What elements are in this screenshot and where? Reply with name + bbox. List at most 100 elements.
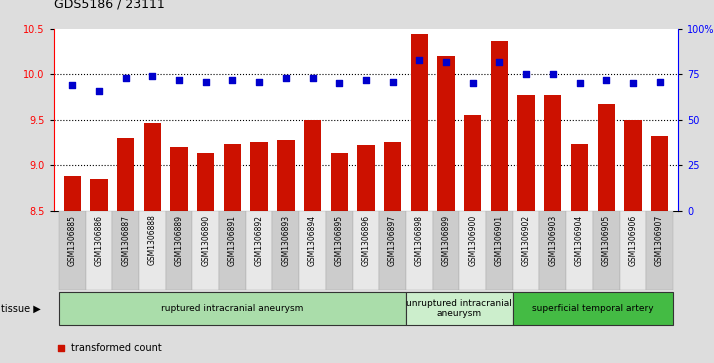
FancyBboxPatch shape: [486, 211, 513, 290]
Text: GSM1306896: GSM1306896: [361, 215, 371, 266]
Point: [361, 77, 372, 83]
Text: GSM1306906: GSM1306906: [628, 215, 638, 266]
Point: [146, 73, 158, 79]
FancyBboxPatch shape: [513, 211, 540, 290]
Text: GSM1306902: GSM1306902: [522, 215, 531, 266]
Bar: [518, 95, 535, 211]
Point: [280, 75, 291, 81]
Bar: [223, 144, 241, 211]
Bar: [331, 153, 348, 211]
Bar: [197, 153, 214, 211]
Bar: [64, 176, 81, 211]
FancyBboxPatch shape: [299, 211, 326, 290]
Point: [55, 345, 67, 351]
Text: tissue ▶: tissue ▶: [1, 303, 41, 314]
FancyBboxPatch shape: [86, 211, 112, 290]
FancyBboxPatch shape: [513, 292, 673, 325]
Text: GSM1306894: GSM1306894: [308, 215, 317, 266]
FancyBboxPatch shape: [192, 211, 219, 290]
Text: GSM1306889: GSM1306889: [174, 215, 183, 265]
Bar: [304, 120, 321, 211]
Bar: [651, 136, 668, 211]
Text: GSM1306893: GSM1306893: [281, 215, 291, 266]
FancyBboxPatch shape: [246, 211, 273, 290]
Text: GSM1306899: GSM1306899: [441, 215, 451, 266]
FancyBboxPatch shape: [593, 211, 620, 290]
Text: GSM1306892: GSM1306892: [255, 215, 263, 265]
Point: [253, 79, 265, 85]
Point: [307, 75, 318, 81]
Point: [547, 72, 558, 77]
FancyBboxPatch shape: [406, 292, 513, 325]
FancyBboxPatch shape: [273, 211, 299, 290]
Bar: [90, 179, 108, 211]
Point: [627, 81, 638, 86]
Text: GSM1306904: GSM1306904: [575, 215, 584, 266]
Text: GSM1306895: GSM1306895: [335, 215, 343, 266]
FancyBboxPatch shape: [433, 211, 459, 290]
Bar: [411, 34, 428, 211]
Bar: [570, 144, 588, 211]
Text: superficial temporal artery: superficial temporal artery: [532, 304, 654, 313]
Text: GSM1306905: GSM1306905: [602, 215, 610, 266]
Text: GSM1306885: GSM1306885: [68, 215, 76, 265]
Bar: [438, 56, 455, 211]
FancyBboxPatch shape: [353, 211, 379, 290]
Text: GSM1306898: GSM1306898: [415, 215, 424, 265]
Bar: [598, 104, 615, 211]
Bar: [171, 147, 188, 211]
FancyBboxPatch shape: [112, 211, 139, 290]
FancyBboxPatch shape: [540, 211, 566, 290]
Text: GSM1306900: GSM1306900: [468, 215, 477, 266]
Text: GSM1306888: GSM1306888: [148, 215, 157, 265]
FancyBboxPatch shape: [326, 211, 353, 290]
Bar: [144, 122, 161, 211]
Point: [574, 81, 585, 86]
FancyBboxPatch shape: [219, 211, 246, 290]
Text: ruptured intracranial aneurysm: ruptured intracranial aneurysm: [161, 304, 303, 313]
Bar: [464, 115, 481, 211]
FancyBboxPatch shape: [566, 211, 593, 290]
Bar: [491, 41, 508, 211]
Point: [66, 82, 78, 88]
Bar: [117, 138, 134, 211]
Point: [600, 77, 612, 83]
Text: GDS5186 / 23111: GDS5186 / 23111: [54, 0, 164, 11]
Text: GSM1306907: GSM1306907: [655, 215, 664, 266]
Point: [174, 77, 185, 83]
Point: [521, 72, 532, 77]
Point: [467, 81, 478, 86]
Text: GSM1306887: GSM1306887: [121, 215, 130, 265]
FancyBboxPatch shape: [646, 211, 673, 290]
Text: GSM1306897: GSM1306897: [388, 215, 397, 266]
Point: [200, 79, 211, 85]
Text: transformed count: transformed count: [71, 343, 162, 353]
Text: GSM1306890: GSM1306890: [201, 215, 210, 266]
FancyBboxPatch shape: [59, 211, 86, 290]
Text: GSM1306891: GSM1306891: [228, 215, 237, 265]
Point: [413, 57, 425, 63]
Bar: [544, 95, 561, 211]
FancyBboxPatch shape: [459, 211, 486, 290]
Bar: [384, 142, 401, 211]
FancyBboxPatch shape: [406, 211, 433, 290]
Text: GSM1306886: GSM1306886: [94, 215, 104, 265]
Point: [493, 59, 505, 65]
Point: [227, 77, 238, 83]
Text: GSM1306903: GSM1306903: [548, 215, 558, 266]
Point: [333, 81, 345, 86]
Point: [387, 79, 398, 85]
FancyBboxPatch shape: [166, 211, 192, 290]
Bar: [277, 140, 294, 211]
FancyBboxPatch shape: [139, 211, 166, 290]
Point: [441, 59, 452, 65]
Bar: [251, 142, 268, 211]
Bar: [357, 145, 375, 211]
Point: [120, 75, 131, 81]
Bar: [624, 120, 642, 211]
Text: unruptured intracranial
aneurysm: unruptured intracranial aneurysm: [406, 299, 513, 318]
FancyBboxPatch shape: [620, 211, 646, 290]
Text: GSM1306901: GSM1306901: [495, 215, 504, 266]
FancyBboxPatch shape: [379, 211, 406, 290]
Point: [94, 88, 105, 94]
